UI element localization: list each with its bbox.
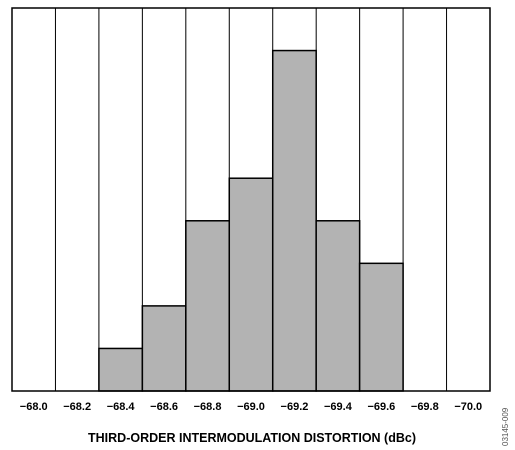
bar xyxy=(271,49,317,392)
x-tick-label: −69.2 xyxy=(281,401,309,413)
bars xyxy=(98,49,404,392)
x-tick-label: −68.6 xyxy=(150,401,178,413)
x-tick-label: −68.4 xyxy=(107,401,136,413)
bar xyxy=(228,177,274,392)
plot-frame xyxy=(11,7,491,392)
bar xyxy=(358,262,404,392)
x-tick-label: −69.8 xyxy=(411,401,439,413)
bar xyxy=(315,220,361,392)
figure-number: 03145-009 xyxy=(501,407,510,446)
x-tick-label: −68.2 xyxy=(63,401,91,413)
bar xyxy=(141,305,187,392)
x-tick-label: −68.8 xyxy=(194,401,222,413)
x-tick-label: −70.0 xyxy=(454,401,482,413)
x-tick-labels: −68.0 −68.2 −68.4 −68.6 −68.8 −69.0 −69.2 −69.4… xyxy=(20,401,482,413)
x-tick-label: −69.0 xyxy=(237,401,265,413)
x-axis-label: THIRD-ORDER INTERMODULATION DISTORTION (… xyxy=(88,431,416,445)
x-tick-label: −68.0 xyxy=(20,401,48,413)
bar xyxy=(98,347,144,392)
x-tick-label: −69.4 xyxy=(324,401,353,413)
bar xyxy=(185,220,231,392)
x-tick-label: −69.6 xyxy=(367,401,395,413)
